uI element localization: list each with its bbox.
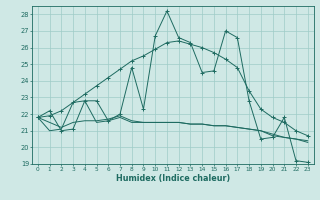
X-axis label: Humidex (Indice chaleur): Humidex (Indice chaleur) bbox=[116, 174, 230, 183]
